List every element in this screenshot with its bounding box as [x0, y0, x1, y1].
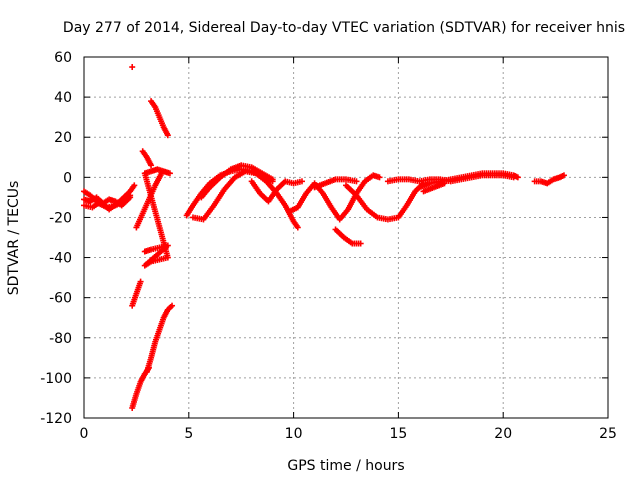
data-points — [81, 64, 567, 411]
x-tick-label: 25 — [599, 426, 617, 442]
data-point — [129, 64, 136, 71]
y-tick-label: 40 — [54, 90, 72, 106]
data-point — [376, 174, 383, 181]
data-point — [353, 178, 360, 185]
data-point — [131, 182, 138, 189]
data-point — [166, 170, 173, 177]
y-tick-label: -100 — [40, 371, 72, 387]
y-axis-label: SDTVAR / TECUs — [6, 181, 22, 296]
chart-title: Day 277 of 2014, Sidereal Day-to-day VTE… — [63, 20, 625, 36]
x-tick-label: 20 — [494, 426, 512, 442]
data-point — [269, 176, 276, 183]
y-tick-label: 60 — [54, 50, 72, 66]
y-tick-label: -60 — [49, 291, 72, 307]
grid — [84, 57, 608, 418]
data-point — [127, 192, 134, 199]
data-point — [169, 302, 176, 309]
data-point — [514, 174, 521, 181]
data-point — [294, 224, 301, 231]
axis-ticks — [83, 56, 609, 419]
data-point — [441, 180, 448, 187]
y-tick-label: 0 — [63, 170, 72, 186]
data-point — [298, 178, 305, 185]
y-tick-label: -80 — [49, 331, 72, 347]
data-point — [357, 240, 364, 247]
x-tick-label: 10 — [285, 426, 303, 442]
data-point — [158, 170, 165, 177]
x-tick-label: 5 — [184, 426, 193, 442]
x-tick-labels: 0 5 10 15 20 25 — [80, 426, 617, 442]
y-tick-label: -20 — [49, 210, 72, 226]
plot-frame — [83, 56, 609, 419]
data-point — [148, 162, 155, 169]
data-point — [560, 172, 567, 179]
y-tick-labels: -120 -100 -80 -60 -40 -20 0 20 40 60 — [40, 50, 72, 427]
data-point — [164, 132, 171, 139]
x-axis-label: GPS time / hours — [287, 458, 404, 474]
x-tick-label: 0 — [80, 426, 89, 442]
y-tick-label: -40 — [49, 251, 72, 267]
y-tick-label: 20 — [54, 130, 72, 146]
data-point — [137, 278, 144, 285]
y-tick-label: -120 — [40, 411, 72, 427]
x-tick-label: 15 — [389, 426, 407, 442]
